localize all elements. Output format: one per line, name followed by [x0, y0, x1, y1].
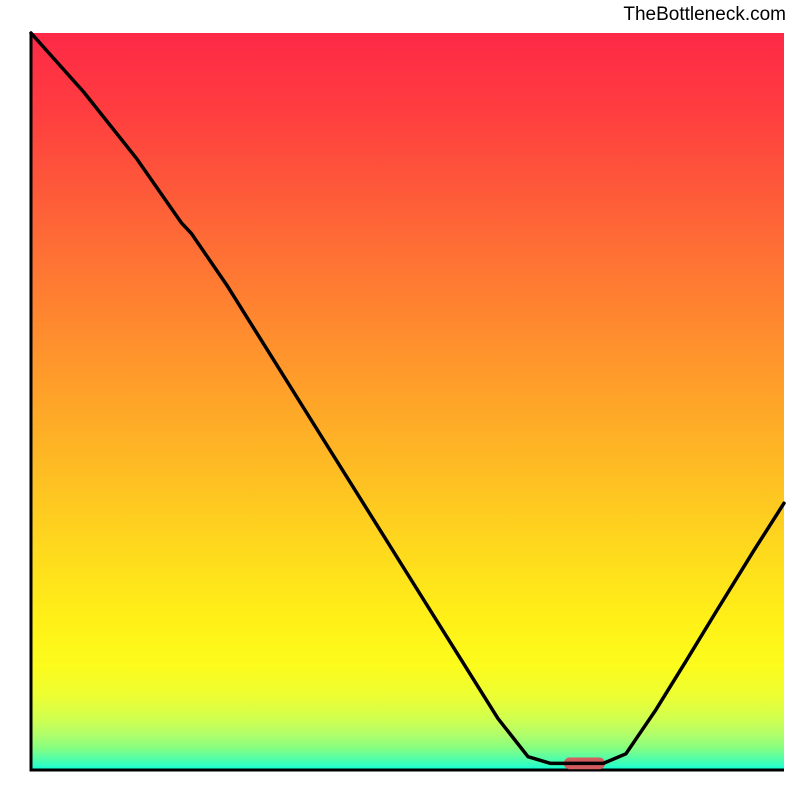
chart-container: TheBottleneck.com — [0, 0, 800, 800]
bottleneck-curve-chart — [0, 0, 800, 800]
chart-background-gradient — [31, 33, 784, 770]
